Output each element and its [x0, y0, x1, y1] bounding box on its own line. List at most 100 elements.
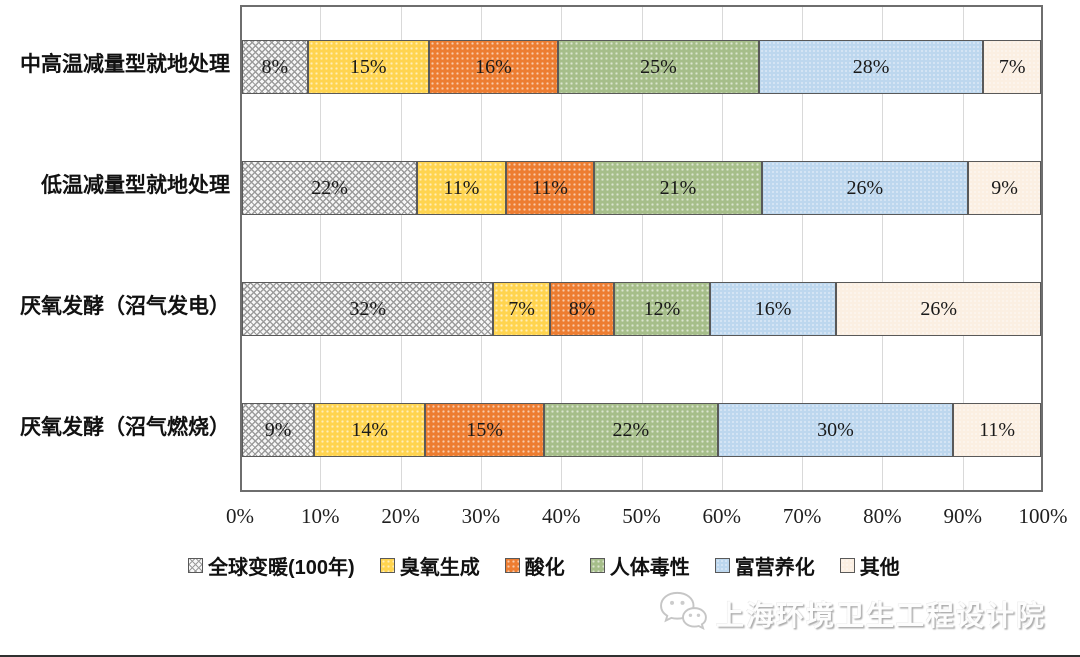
segment-value-label: 7%	[998, 55, 1026, 78]
segment-value-label: 21%	[659, 176, 697, 199]
legend-swatch-other	[839, 558, 855, 573]
bar-segment-eutrophication: 26%	[761, 161, 969, 215]
bar-row: 32% 7% 8% 12% 16% 26%	[242, 282, 1041, 336]
bar-segment-eutrophication: 16%	[709, 282, 837, 336]
legend: 全球变暖(100年) 臭氧生成 酸化 人体毒性 富营养化 其他	[188, 551, 900, 580]
bar-segment-acidification: 11%	[505, 161, 595, 215]
legend-item-eutrophication: 富营养化	[714, 551, 815, 580]
legend-label: 人体毒性	[609, 557, 690, 579]
bottom-divider	[0, 655, 1080, 657]
segment-value-label: 28%	[852, 55, 890, 78]
x-tick-label: 50%	[622, 504, 661, 528]
segment-value-label: 22%	[612, 418, 650, 441]
plot-area: 8% 15% 16% 25% 28% 7% 22% 11% 11% 21% 26% 9% 32% 7% 8%…	[240, 5, 1043, 492]
bar-segment-acidification: 15%	[425, 403, 545, 457]
x-tick-label: 30%	[461, 504, 501, 528]
segment-value-label: 9%	[991, 176, 1018, 199]
bar-segment-global-warming: 9%	[242, 403, 315, 457]
gridline	[400, 7, 402, 490]
bar-segment-acidification: 16%	[428, 40, 559, 94]
legend-swatch-ozone-formation	[379, 558, 395, 573]
legend-label: 其他	[859, 557, 900, 579]
bar-segment-human-toxicity: 12%	[614, 282, 710, 336]
bar-row: 9% 14% 15% 22% 30% 11%	[242, 403, 1041, 457]
bar-segment-human-toxicity: 21%	[594, 161, 762, 215]
gridline	[641, 7, 643, 490]
gridline	[882, 7, 884, 490]
bar-segment-ozone-formation: 14%	[314, 403, 426, 457]
bar-segment-acidification: 8%	[549, 282, 615, 336]
legend-swatch-acidification	[504, 558, 520, 573]
segment-value-label: 8%	[568, 297, 596, 320]
x-tick-label: 60%	[702, 504, 742, 528]
segment-value-label: 11%	[532, 176, 568, 199]
segment-value-label: 9%	[264, 418, 292, 441]
segment-value-label: 11%	[979, 418, 1016, 441]
legend-label: 酸化	[524, 557, 565, 579]
bar-segment-other: 7%	[983, 40, 1041, 94]
bar-segment-other: 26%	[836, 282, 1041, 336]
gridline	[320, 7, 322, 490]
bar-segment-ozone-formation: 15%	[307, 40, 429, 94]
segment-value-label: 32%	[349, 297, 386, 320]
segment-value-label: 26%	[846, 176, 884, 199]
gridline	[561, 7, 563, 490]
x-tick-label: 40%	[541, 504, 581, 528]
bar-segment-eutrophication: 28%	[758, 40, 984, 94]
x-tick-label: 100%	[1018, 504, 1068, 528]
bar-segment-human-toxicity: 25%	[558, 40, 759, 94]
bar-segment-ozone-formation: 7%	[493, 282, 550, 336]
gridline	[480, 7, 482, 490]
bar-segment-global-warming: 32%	[242, 282, 494, 336]
segment-value-label: 12%	[643, 297, 681, 320]
legend-label: 臭氧生成	[399, 557, 480, 579]
segment-value-label: 26%	[920, 297, 958, 320]
x-tick-label: 80%	[863, 504, 902, 528]
bar-segment-ozone-formation: 11%	[417, 161, 506, 215]
segment-value-label: 30%	[817, 418, 854, 441]
segment-value-label: 11%	[443, 176, 480, 199]
legend-swatch-human-toxicity	[589, 558, 605, 573]
segment-value-label: 15%	[466, 418, 503, 441]
gridline	[721, 7, 723, 490]
category-label: 厌氧发酵（沼气发电）	[20, 295, 230, 318]
x-tick-label: 0%	[226, 504, 254, 528]
x-tick-label: 70%	[782, 504, 822, 528]
bar-segment-human-toxicity: 22%	[544, 403, 718, 457]
watermark: 上海环境卫生工程设计院	[658, 590, 1046, 637]
segment-value-label: 8%	[261, 55, 289, 78]
gridline	[962, 7, 964, 490]
x-tick-label: 90%	[943, 504, 982, 528]
segment-value-label: 16%	[475, 55, 512, 78]
legend-item-other: 其他	[839, 551, 900, 580]
legend-swatch-global-warming	[188, 558, 203, 573]
legend-item-acidification: 酸化	[504, 551, 565, 580]
bar-segment-global-warming: 8%	[242, 40, 308, 94]
x-tick-label: 10%	[301, 504, 340, 528]
legend-swatch-eutrophication	[714, 558, 730, 573]
bar-row: 22% 11% 11% 21% 26% 9%	[242, 161, 1041, 215]
segment-value-label: 25%	[640, 55, 677, 78]
category-label: 低温减量型就地处理	[41, 174, 230, 197]
bar-row: 8% 15% 16% 25% 28% 7%	[242, 40, 1041, 94]
watermark-text: 上海环境卫生工程设计院	[715, 599, 1046, 631]
wechat-logo-icon	[658, 590, 708, 637]
legend-label: 富营养化	[734, 557, 815, 579]
segment-value-label: 22%	[311, 176, 348, 199]
legend-item-human-toxicity: 人体毒性	[589, 551, 690, 580]
segment-value-label: 16%	[754, 297, 792, 320]
legend-item-ozone-formation: 臭氧生成	[379, 551, 480, 580]
gridline	[802, 7, 804, 490]
x-tick-label: 20%	[381, 504, 420, 528]
category-label: 中高温减量型就地处理	[20, 53, 230, 76]
legend-item-global-warming: 全球变暖(100年)	[188, 551, 355, 580]
bar-segment-other: 9%	[968, 161, 1041, 215]
category-label: 厌氧发酵（沼气燃烧）	[20, 416, 230, 439]
segment-value-label: 7%	[508, 297, 535, 320]
bar-segment-other: 11%	[953, 403, 1041, 457]
bar-segment-global-warming: 22%	[242, 161, 418, 215]
legend-label: 全球变暖(100年)	[208, 557, 355, 579]
bar-segment-eutrophication: 30%	[717, 403, 954, 457]
segment-value-label: 14%	[351, 418, 388, 441]
